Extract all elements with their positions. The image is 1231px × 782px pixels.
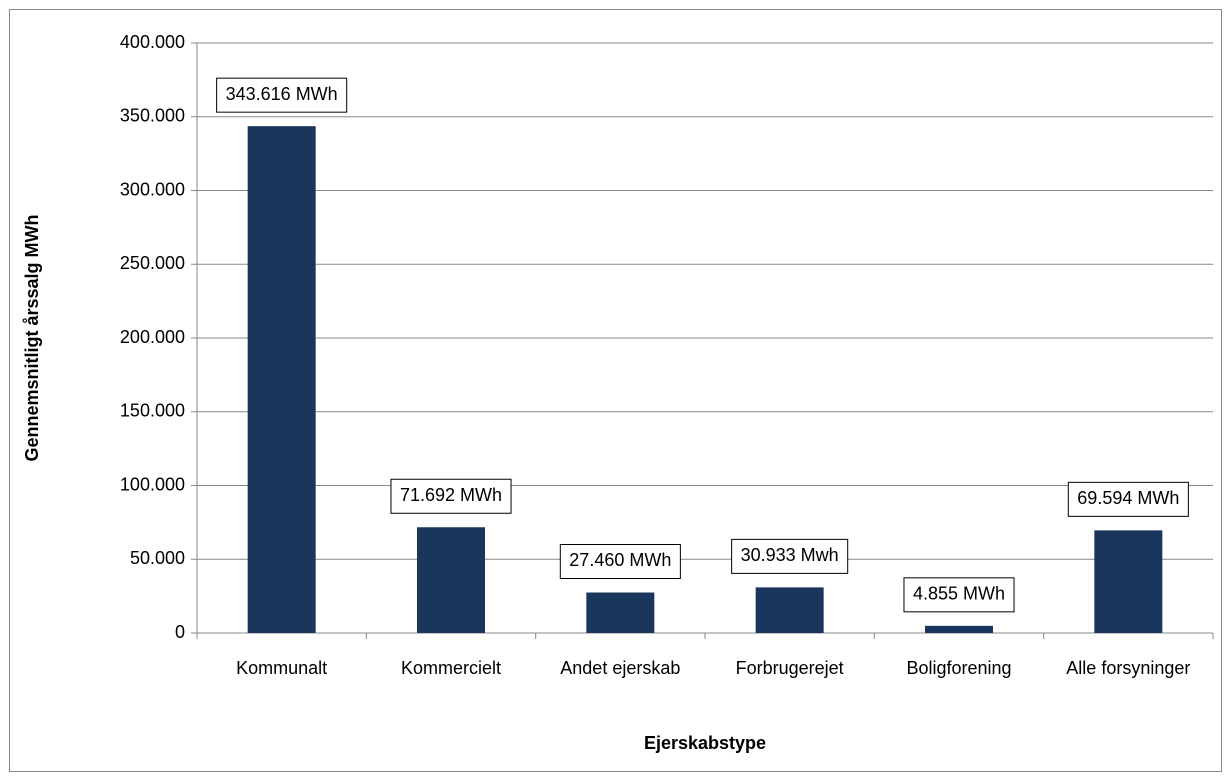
y-tick-label: 100.000 [120, 474, 185, 494]
x-tick-label: Forbrugerejet [735, 658, 844, 678]
data-label-box [390, 478, 512, 514]
y-tick-label: 50.000 [130, 548, 185, 568]
y-tick-label: 0 [175, 622, 185, 642]
bar [1094, 530, 1163, 633]
y-tick-label: 400.000 [120, 32, 185, 52]
data-label: 71.692 MWh [400, 485, 502, 505]
data-label: 27.460 MWh [569, 550, 671, 570]
data-label-box [1067, 481, 1189, 517]
x-tick-label: Kommercielt [400, 658, 502, 678]
x-tick-label: Kommunalt [236, 658, 328, 678]
x-tick-label: Boligforening [906, 658, 1012, 678]
y-tick-label: 350.000 [120, 106, 185, 126]
x-tick-label: Andet ejerskab [560, 658, 681, 678]
y-tick-label: 250.000 [120, 253, 185, 273]
chart-border [9, 9, 1222, 772]
data-label-box [903, 577, 1015, 613]
bar [417, 527, 485, 633]
data-label: 69.594 MWh [1077, 488, 1179, 508]
data-label-box [559, 543, 681, 579]
x-axis-label: Ejerskabstype [644, 733, 766, 753]
y-tick-label: 150.000 [120, 401, 185, 421]
y-tick-label: 200.000 [120, 327, 185, 347]
data-label-box [731, 538, 849, 574]
bar [247, 126, 316, 634]
bar [925, 625, 993, 633]
bar [586, 592, 655, 633]
data-label: 30.933 Mwh [741, 545, 839, 565]
y-tick-label: 300.000 [120, 179, 185, 199]
y-axis-label: Gennemsnitligt årssalg MWh [22, 214, 42, 461]
data-label-box [216, 77, 348, 113]
data-label: 4.855 MWh [913, 584, 1005, 604]
bar [755, 587, 824, 633]
x-tick-label: Alle forsyninger [1066, 658, 1191, 678]
data-label: 343.616 MWh [226, 84, 338, 104]
